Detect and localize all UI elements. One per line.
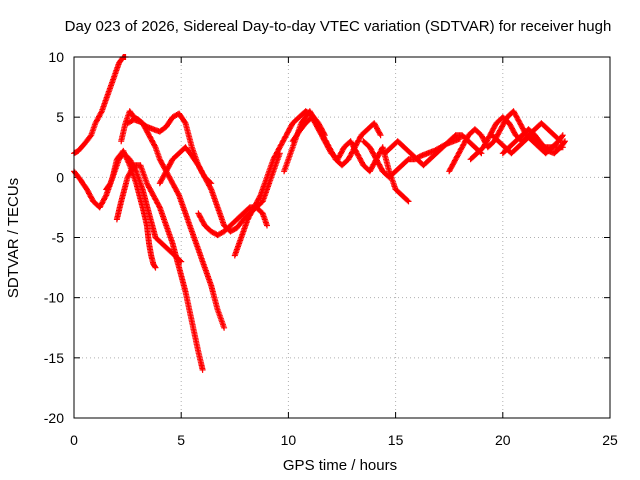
plot-frame	[73, 56, 611, 419]
data-point-markers	[381, 132, 485, 169]
y-tick-label: -15	[44, 350, 64, 366]
x-tick-label: 20	[495, 432, 511, 448]
x-tick-label: 0	[70, 432, 78, 448]
y-axis-label: SDTVAR / TECUs	[5, 178, 22, 298]
y-tick-label: -5	[52, 230, 65, 246]
series-track-9	[231, 108, 328, 259]
y-tick-label: 0	[56, 169, 64, 185]
data-point-markers	[113, 162, 206, 373]
y-tick-label: -10	[44, 290, 64, 306]
series-track-5	[118, 108, 228, 331]
data-point-markers	[103, 150, 185, 265]
data-point-markers	[231, 108, 328, 259]
data-points	[71, 54, 568, 373]
data-point-markers	[118, 108, 228, 331]
data-point-markers	[195, 204, 270, 239]
series-track-17	[499, 126, 568, 157]
x-axis-label: GPS time / hours	[283, 457, 397, 474]
x-tick-label: 15	[388, 432, 404, 448]
series-track-4	[113, 162, 206, 373]
series-track-13	[381, 132, 485, 169]
x-tick-label: 10	[281, 432, 297, 448]
data-point-markers	[156, 144, 283, 235]
x-tick-label: 25	[602, 432, 618, 448]
chart-title: Day 023 of 2026, Sidereal Day-to-day VTE…	[65, 18, 612, 35]
series-track-7	[156, 144, 283, 235]
y-tick-label: 10	[48, 49, 64, 65]
series-track-8	[195, 204, 270, 239]
data-point-markers	[499, 126, 568, 157]
y-tick-label: 5	[56, 109, 64, 125]
y-tick-label: -20	[44, 410, 64, 426]
y-tick-labels: -20 -15 -10 -5 0 5 10	[44, 49, 64, 426]
x-tick-labels: 0 5 10 15 20 25	[70, 432, 618, 448]
x-tick-label: 5	[177, 432, 185, 448]
series-track-3	[103, 150, 185, 265]
